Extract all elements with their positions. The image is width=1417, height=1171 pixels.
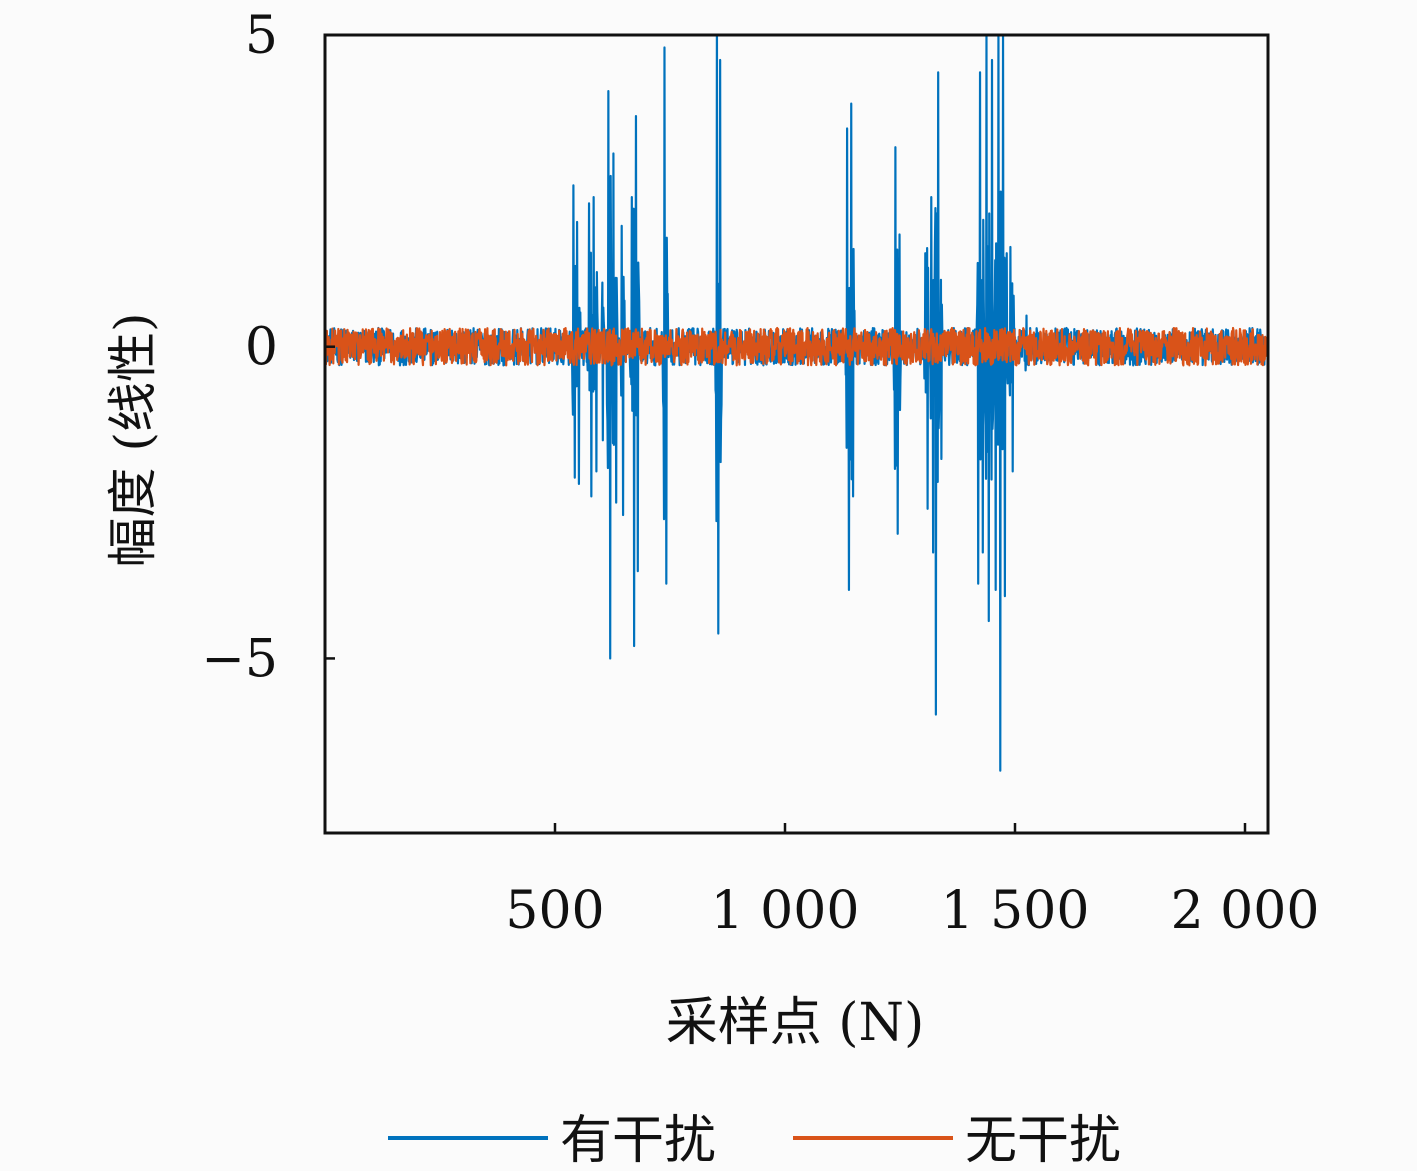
x-axis-label: 采样点 (N) [666, 993, 925, 1053]
legend: 有干扰 无干扰 [388, 1111, 1121, 1171]
x-tick-label: 500 [505, 881, 604, 941]
x-tick-label: 2 000 [1171, 881, 1320, 941]
y-axis-label: 幅度 (线性) [104, 313, 162, 568]
legend-label-with-interference: 有干扰 [560, 1111, 716, 1167]
legend-label-no-interference: 无干扰 [965, 1111, 1121, 1167]
y-tick-label: −5 [201, 629, 278, 689]
y-tick-label: 5 [245, 6, 278, 66]
series-line-no-interference [325, 326, 1268, 367]
series-lines [325, 35, 1268, 772]
series-line-with-interference [325, 35, 1268, 772]
axis-ticks: 500 1 000 1 500 2 000 5 0 −5 [201, 6, 1319, 941]
x-tick-label: 1 000 [711, 881, 860, 941]
plot-frame [323, 33, 1270, 835]
y-tick-label: 0 [245, 318, 278, 378]
x-tick-label: 1 500 [941, 881, 1090, 941]
plot-border [323, 33, 1270, 835]
